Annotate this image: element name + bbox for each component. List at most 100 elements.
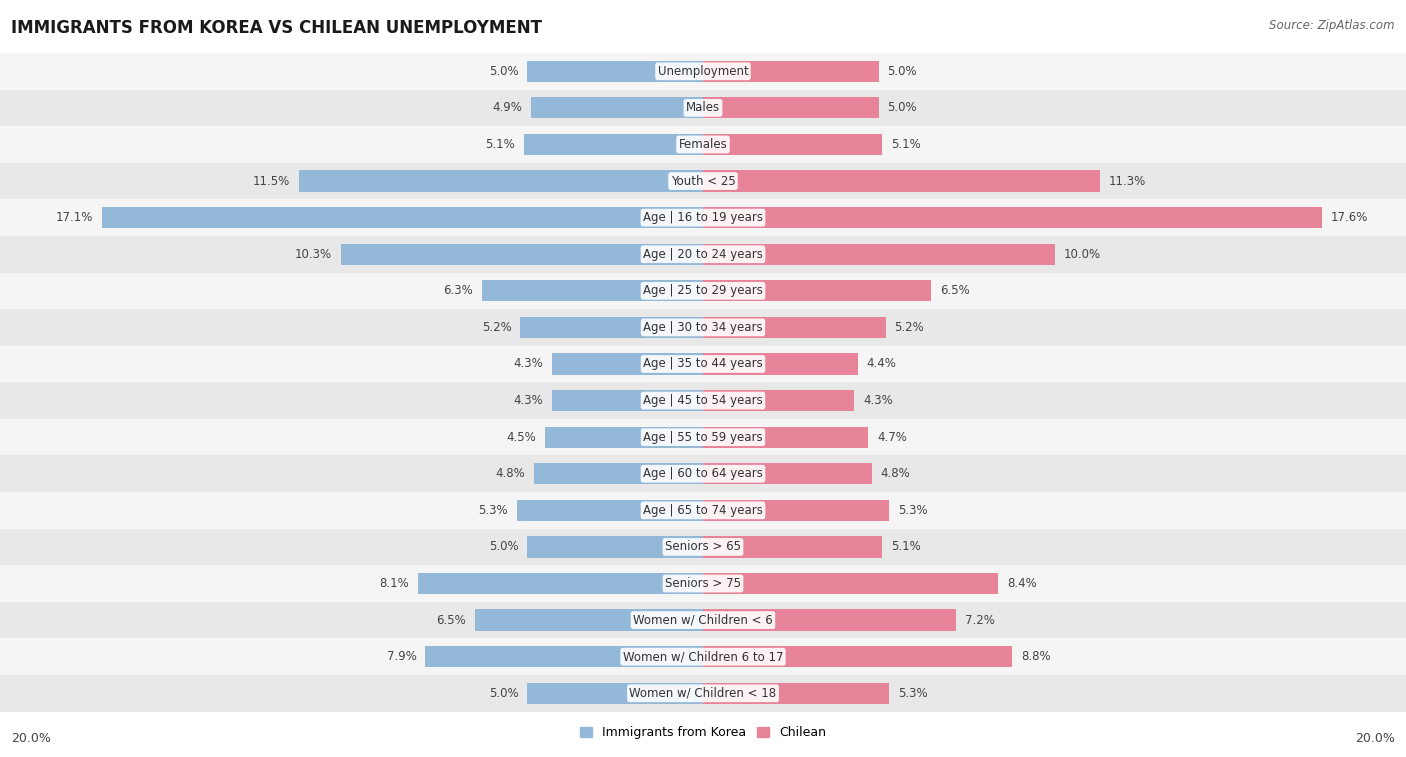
Text: 8.4%: 8.4% (1007, 577, 1036, 590)
Bar (0, 638, 1406, 675)
Text: 4.7%: 4.7% (877, 431, 907, 444)
Text: Age | 20 to 24 years: Age | 20 to 24 years (643, 248, 763, 260)
Text: 8.1%: 8.1% (380, 577, 409, 590)
Bar (703, 646, 1012, 668)
Bar (534, 463, 703, 484)
Text: Females: Females (679, 138, 727, 151)
Text: IMMIGRANTS FROM KOREA VS CHILEAN UNEMPLOYMENT: IMMIGRANTS FROM KOREA VS CHILEAN UNEMPLO… (11, 19, 543, 37)
Text: 11.5%: 11.5% (253, 175, 290, 188)
Text: 4.4%: 4.4% (866, 357, 896, 370)
Bar (0, 53, 1406, 89)
Text: Seniors > 65: Seniors > 65 (665, 540, 741, 553)
Bar (0, 602, 1406, 638)
Bar (425, 646, 703, 668)
Text: 17.6%: 17.6% (1330, 211, 1368, 224)
Text: 7.9%: 7.9% (387, 650, 416, 663)
Text: 5.1%: 5.1% (891, 138, 921, 151)
Text: Age | 60 to 64 years: Age | 60 to 64 years (643, 467, 763, 480)
Legend: Immigrants from Korea, Chilean: Immigrants from Korea, Chilean (576, 723, 830, 743)
Bar (531, 97, 703, 119)
Text: Age | 30 to 34 years: Age | 30 to 34 years (643, 321, 763, 334)
Bar (0, 382, 1406, 419)
Text: Women w/ Children < 18: Women w/ Children < 18 (630, 687, 776, 699)
Text: 5.2%: 5.2% (482, 321, 512, 334)
Text: 7.2%: 7.2% (965, 614, 994, 627)
Bar (0, 419, 1406, 456)
Text: 4.8%: 4.8% (880, 467, 910, 480)
Bar (703, 609, 956, 631)
Text: 4.3%: 4.3% (863, 394, 893, 407)
Bar (0, 675, 1406, 712)
Text: 5.0%: 5.0% (489, 687, 519, 699)
Text: 10.0%: 10.0% (1063, 248, 1101, 260)
Text: Women w/ Children < 6: Women w/ Children < 6 (633, 614, 773, 627)
Text: Age | 16 to 19 years: Age | 16 to 19 years (643, 211, 763, 224)
Text: Age | 25 to 29 years: Age | 25 to 29 years (643, 285, 763, 298)
Bar (340, 244, 703, 265)
Text: Seniors > 75: Seniors > 75 (665, 577, 741, 590)
Bar (703, 61, 879, 82)
Bar (0, 346, 1406, 382)
Text: 5.3%: 5.3% (898, 504, 928, 517)
Text: 4.9%: 4.9% (492, 101, 522, 114)
Bar (0, 273, 1406, 309)
Bar (0, 199, 1406, 236)
Text: Age | 35 to 44 years: Age | 35 to 44 years (643, 357, 763, 370)
Text: 5.2%: 5.2% (894, 321, 924, 334)
Bar (517, 500, 703, 521)
Bar (703, 426, 869, 448)
Text: 5.3%: 5.3% (898, 687, 928, 699)
Bar (703, 134, 883, 155)
Bar (703, 170, 1099, 192)
Bar (101, 207, 703, 229)
Text: Males: Males (686, 101, 720, 114)
Bar (520, 316, 703, 338)
Text: 6.3%: 6.3% (443, 285, 472, 298)
Text: 20.0%: 20.0% (11, 731, 51, 745)
Text: 5.0%: 5.0% (489, 540, 519, 553)
Text: Age | 55 to 59 years: Age | 55 to 59 years (643, 431, 763, 444)
Bar (703, 683, 889, 704)
Text: Age | 45 to 54 years: Age | 45 to 54 years (643, 394, 763, 407)
Bar (703, 536, 883, 558)
Text: 4.3%: 4.3% (513, 394, 543, 407)
Bar (703, 390, 855, 411)
Bar (703, 354, 858, 375)
Text: 4.5%: 4.5% (506, 431, 536, 444)
Text: 10.3%: 10.3% (295, 248, 332, 260)
Bar (527, 683, 703, 704)
Text: Women w/ Children 6 to 17: Women w/ Children 6 to 17 (623, 650, 783, 663)
Bar (475, 609, 703, 631)
Bar (0, 309, 1406, 346)
Text: Unemployment: Unemployment (658, 65, 748, 78)
Text: 5.0%: 5.0% (489, 65, 519, 78)
Bar (551, 354, 703, 375)
Text: 4.8%: 4.8% (496, 467, 526, 480)
Bar (481, 280, 703, 301)
Text: Youth < 25: Youth < 25 (671, 175, 735, 188)
Bar (0, 456, 1406, 492)
Bar (703, 463, 872, 484)
Text: 5.0%: 5.0% (887, 65, 917, 78)
Text: 6.5%: 6.5% (941, 285, 970, 298)
Text: 5.3%: 5.3% (478, 504, 508, 517)
Bar (703, 207, 1322, 229)
Text: 17.1%: 17.1% (56, 211, 93, 224)
Bar (703, 573, 998, 594)
Bar (419, 573, 703, 594)
Bar (703, 500, 889, 521)
Bar (703, 316, 886, 338)
Text: 5.0%: 5.0% (887, 101, 917, 114)
Bar (524, 134, 703, 155)
Bar (703, 244, 1054, 265)
Text: Source: ZipAtlas.com: Source: ZipAtlas.com (1270, 19, 1395, 32)
Text: 20.0%: 20.0% (1355, 731, 1395, 745)
Bar (0, 492, 1406, 528)
Bar (0, 528, 1406, 565)
Text: 8.8%: 8.8% (1021, 650, 1050, 663)
Text: 11.3%: 11.3% (1109, 175, 1146, 188)
Bar (0, 126, 1406, 163)
Text: 6.5%: 6.5% (436, 614, 465, 627)
Bar (546, 426, 703, 448)
Text: 5.1%: 5.1% (891, 540, 921, 553)
